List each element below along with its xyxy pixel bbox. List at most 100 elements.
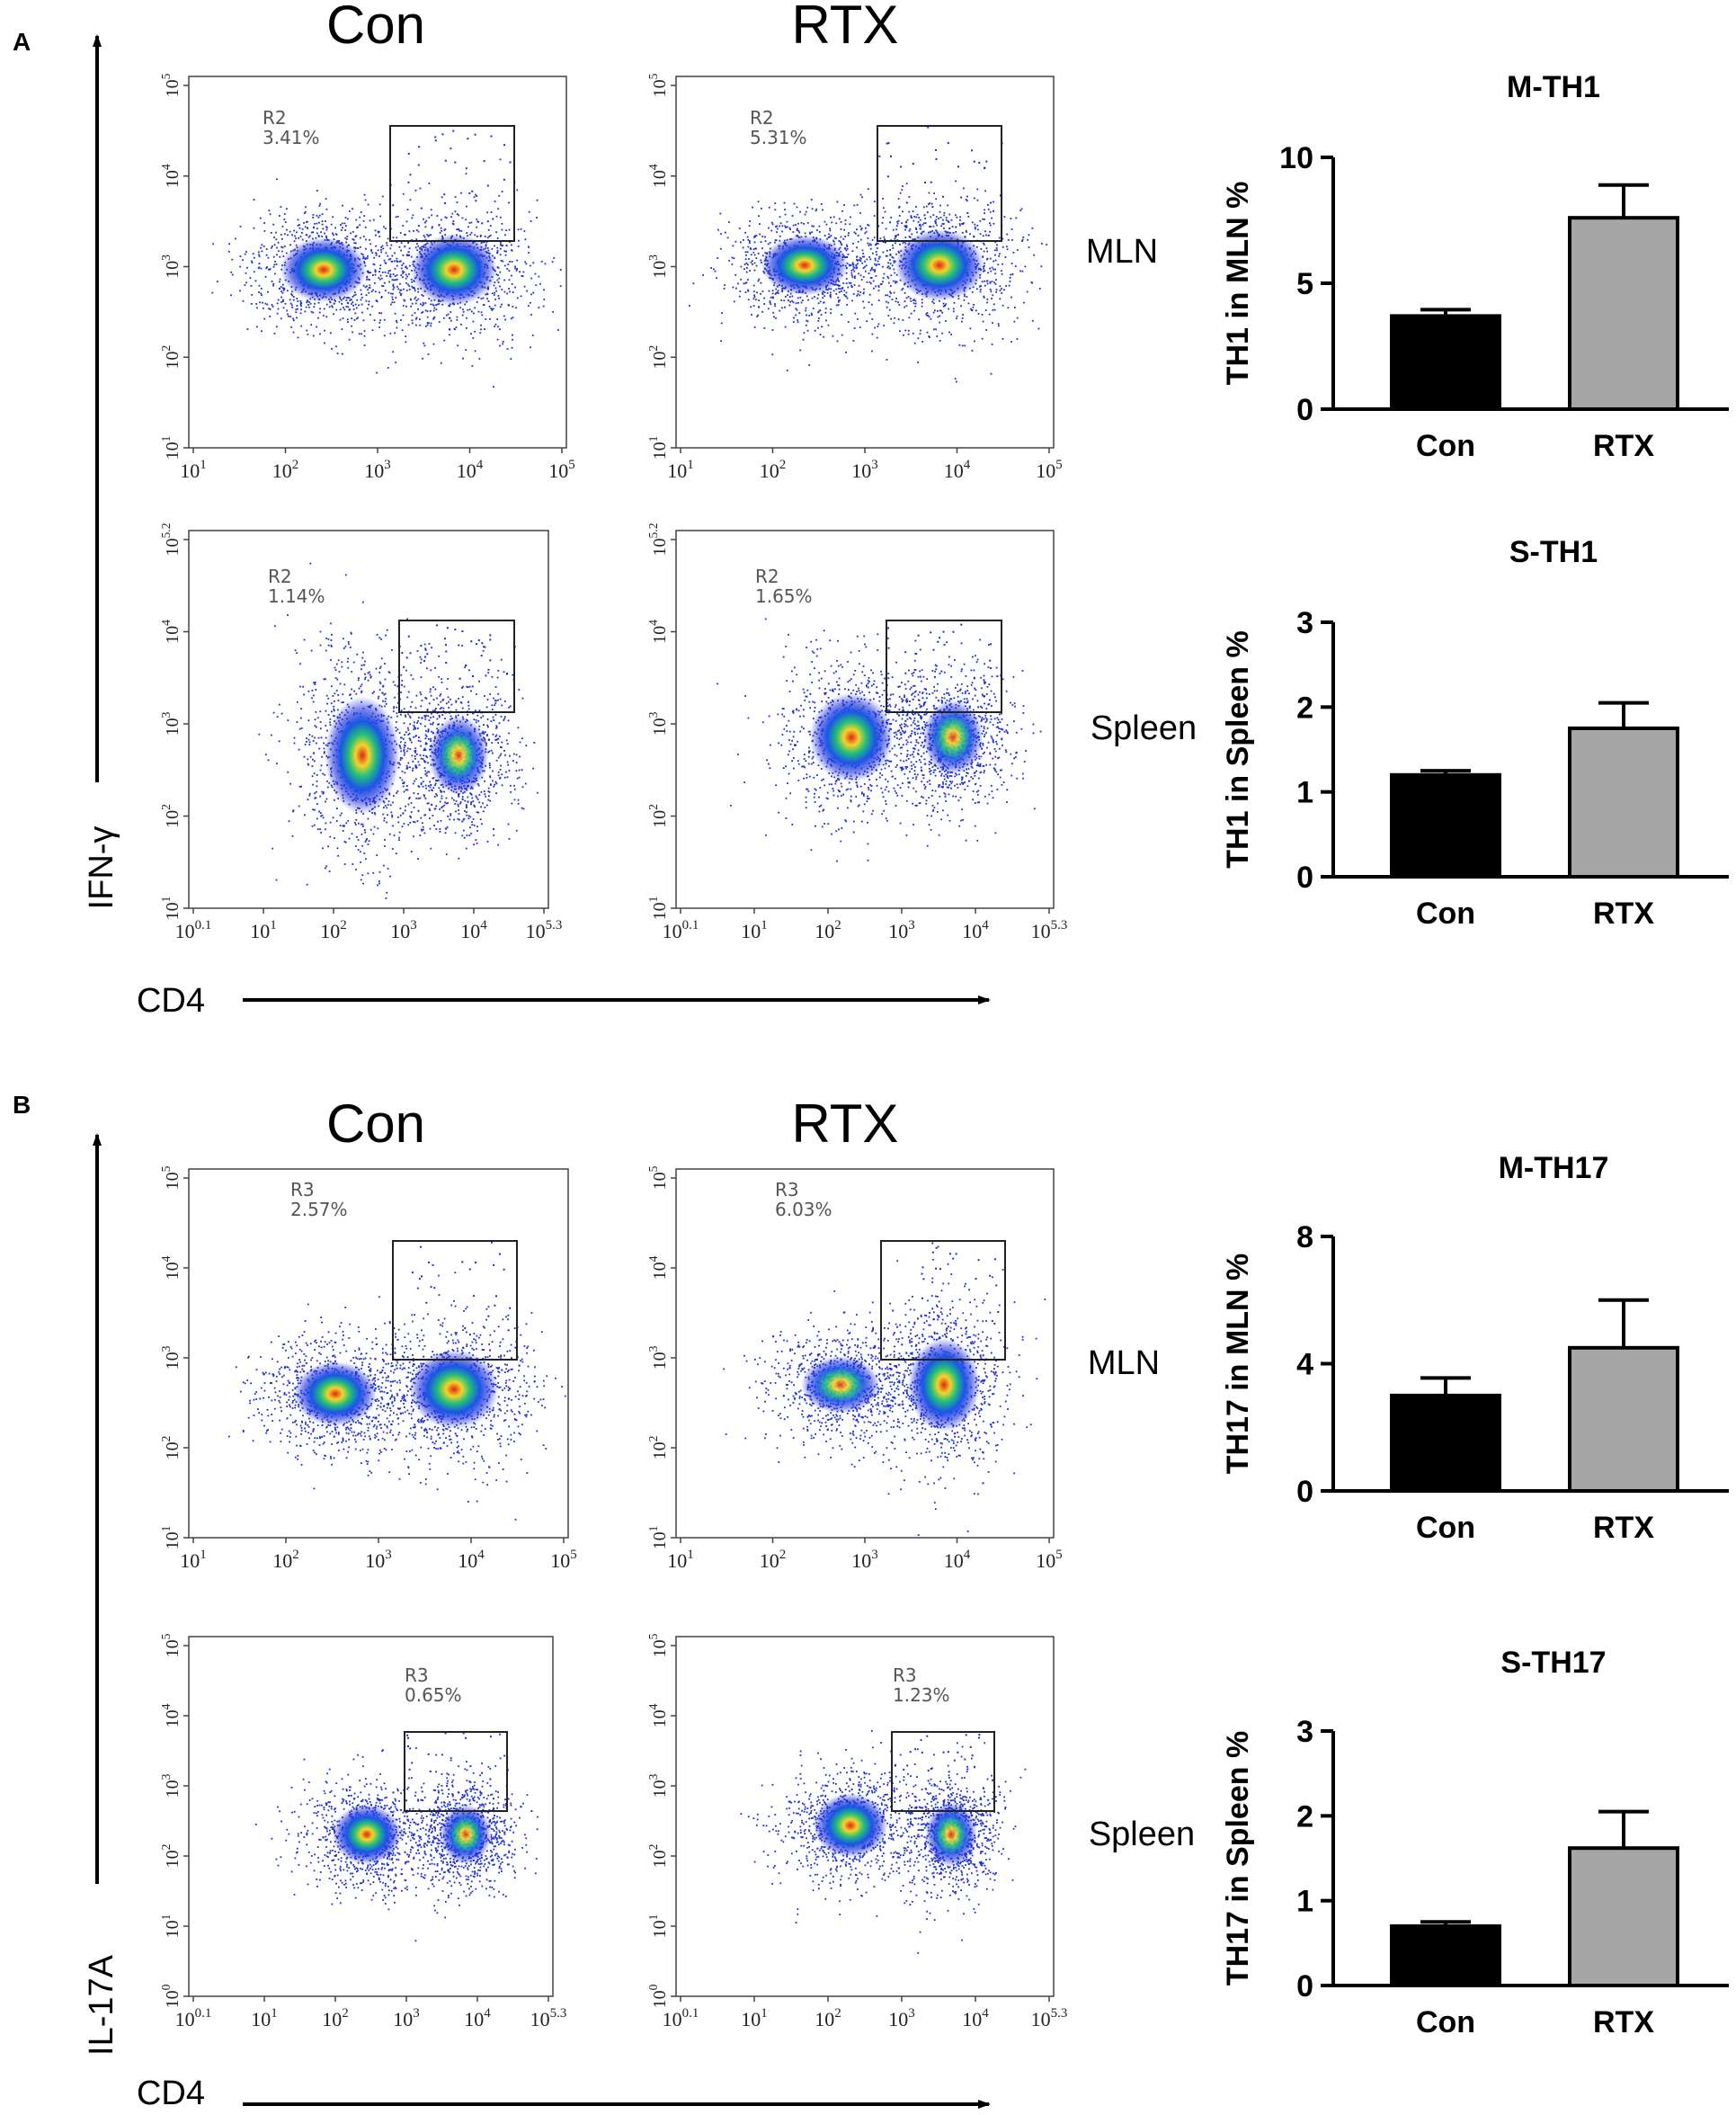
gate-box — [398, 620, 515, 713]
y-tick-label: 100 — [159, 1984, 183, 2008]
gate-name: R3 — [405, 1664, 429, 1686]
x-tick-label: 102 — [815, 918, 841, 942]
y-tick-label: 101 — [159, 1526, 183, 1550]
gate-box — [891, 1731, 995, 1812]
x-category-label: Con — [1416, 429, 1475, 463]
y-tick-label: 10 — [1279, 141, 1313, 175]
gate-name: R2 — [263, 107, 287, 129]
dot-plot-a-mln-con: R23.41% 101 102 103 104 105 101 102 103 104 105 — [159, 73, 575, 482]
y-tick-label: 104 — [646, 620, 670, 644]
y-tick-label: 103 — [159, 254, 183, 279]
y-tick-label: 105 — [159, 1633, 183, 1657]
x-category-label: Con — [1416, 1511, 1475, 1545]
cell-population-density — [895, 229, 984, 301]
panel-a-row-label-mln: MLN — [1086, 233, 1158, 271]
x-category-label: RTX — [1593, 1511, 1654, 1545]
cell-population-density — [801, 1356, 880, 1414]
panel-b-label: B — [13, 1091, 31, 1119]
cell-population-density — [411, 234, 497, 306]
y-tick-label: 104 — [646, 1255, 670, 1280]
y-axis-label: TH17 in Spleen % — [1221, 1731, 1255, 1986]
bar-rtx — [1568, 1345, 1679, 1493]
y-tick-label: 104 — [646, 164, 670, 188]
x-tick-label: 103 — [393, 2006, 419, 2030]
y-tick-label: 5 — [1296, 267, 1313, 301]
x-tick-label: 103 — [365, 1548, 391, 1572]
cell-population-density — [440, 1804, 492, 1865]
cell-population-density — [761, 235, 848, 296]
bar-con — [1390, 1393, 1501, 1493]
x-tick-label: 101 — [667, 1548, 693, 1572]
dot-plot-frame — [188, 1168, 569, 1539]
x-tick-label: 104 — [458, 1548, 485, 1572]
bar-chart-s-th17: S-TH17 TH17 in Spleen % 0 1 2 3 Con RTX — [1221, 1646, 1729, 2039]
y-tick-label: 101 — [646, 436, 670, 460]
x-tick-label: 104 — [460, 918, 487, 942]
dot-plot-a-mln-rtx: R25.31% 101 102 103 104 105 101 102 103 104 105 — [646, 73, 1063, 482]
gate-percentage: 5.31% — [750, 127, 807, 148]
panel-a-x-axis-label: CD4 — [137, 982, 205, 1020]
dot-plot-b-mln-con: R32.57% 101 102 103 104 105 101 102 103 104 105 — [159, 1165, 577, 1572]
y-tick-label: 3 — [1296, 1715, 1313, 1749]
panel-a-label: A — [13, 28, 31, 56]
x-tick-label: 105.3 — [1031, 2006, 1068, 2030]
x-tick-label: 103 — [888, 918, 914, 942]
x-tick-label: 103 — [851, 1548, 877, 1572]
y-tick-label: 105 — [159, 73, 183, 97]
cell-population-density — [280, 237, 367, 302]
y-tick-label: 102 — [159, 804, 183, 828]
x-tick-label: 101 — [250, 918, 276, 942]
panel-b: B Con RTX MLN Spleen IL-17A CD4 — [13, 1091, 1195, 2112]
y-tick-label: 105 — [646, 1165, 670, 1190]
cell-population-density — [293, 1361, 378, 1426]
x-tick-label: 101 — [741, 918, 767, 942]
x-category-label: Con — [1416, 2005, 1475, 2039]
bar-con — [1390, 772, 1501, 879]
x-tick-label: 104 — [457, 458, 484, 482]
bar-con — [1390, 1923, 1501, 1987]
panel-b-x-axis-label: CD4 — [137, 2075, 205, 2112]
y-tick-label: 103 — [646, 1345, 670, 1370]
x-tick-label: 105 — [1036, 1548, 1062, 1572]
panel-b-row-label-mln: MLN — [1088, 1344, 1160, 1382]
y-tick-label: 104 — [159, 1703, 183, 1727]
bar-chart-m-th1: M-TH1 TH1 in MLN % 0 5 10 Con RTX — [1221, 70, 1729, 463]
y-tick-label: 102 — [159, 1435, 183, 1459]
y-tick-label: 1 — [1296, 1885, 1313, 1919]
cell-population-density — [925, 1802, 977, 1867]
y-tick-label: 104 — [159, 620, 183, 644]
y-tick-label: 105.2 — [159, 522, 183, 556]
gate-name: R2 — [750, 107, 774, 129]
x-tick-label: 105 — [1036, 458, 1062, 482]
y-tick-label: 2 — [1296, 1799, 1313, 1834]
x-tick-label: 101 — [741, 2006, 767, 2030]
y-tick-label: 102 — [646, 345, 670, 370]
x-tick-label: 102 — [760, 1548, 786, 1572]
y-tick-label: 2 — [1296, 691, 1313, 725]
x-category-label: RTX — [1593, 429, 1654, 463]
y-tick-label: 105.2 — [646, 522, 670, 556]
chart-title: M-TH17 — [1499, 1151, 1609, 1185]
x-category-label: RTX — [1593, 897, 1654, 931]
panel-a-y-axis-label: IFN-γ — [83, 826, 120, 910]
bar-chart-m-th17: M-TH17 TH17 in MLN % 0 4 8 Con RTX — [1221, 1151, 1729, 1545]
y-tick-label: 0 — [1296, 393, 1313, 427]
gate-box — [877, 125, 1002, 242]
cell-population-density — [809, 692, 894, 782]
cell-population-density — [922, 700, 984, 775]
y-tick-label: 102 — [159, 345, 183, 370]
panel-a-col-title-con: Con — [326, 0, 425, 55]
y-tick-label: 103 — [646, 254, 670, 279]
cell-population-density — [908, 1338, 980, 1432]
y-tick-label: 102 — [646, 804, 670, 828]
x-tick-label: 103 — [364, 458, 390, 482]
x-tick-label: 104 — [464, 2006, 491, 2030]
y-tick-label: 100 — [646, 1984, 670, 2008]
cell-population-density — [428, 716, 489, 795]
gate-percentage: 2.57% — [290, 1199, 348, 1220]
dot-plot-frame — [675, 1168, 1055, 1539]
y-axis-label: TH1 in Spleen % — [1221, 630, 1255, 869]
